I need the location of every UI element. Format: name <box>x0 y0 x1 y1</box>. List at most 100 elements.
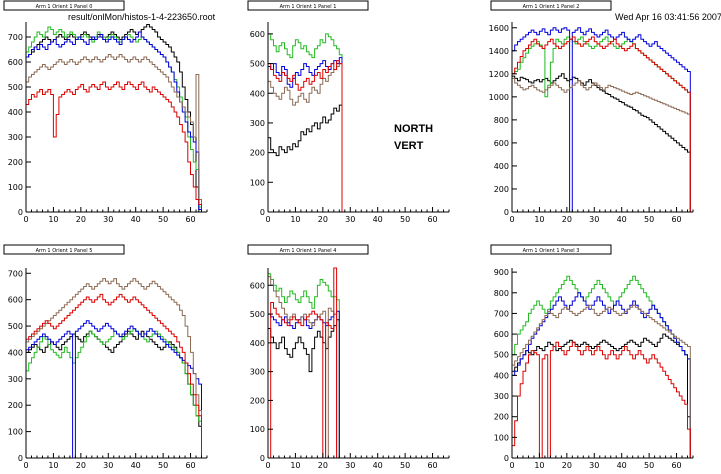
y-tick-label: 700 <box>8 269 23 278</box>
series-black-line <box>25 330 205 459</box>
y-tick-label: 400 <box>250 339 265 348</box>
series-green-line <box>511 36 693 213</box>
y-tick-label: 200 <box>494 413 509 422</box>
x-tick-label: 20 <box>562 461 572 469</box>
series-red-line <box>25 81 202 212</box>
x-tick-label: 50 <box>400 461 410 469</box>
x-tick-label: 60 <box>671 215 681 224</box>
x-tick-label: 30 <box>589 461 599 469</box>
panel-5: Arm 1 Orient 1 Panel 3010020030040050060… <box>490 244 694 470</box>
x-tick-label: 50 <box>158 215 168 224</box>
series-brown-line <box>25 278 205 459</box>
series-green-line <box>25 328 205 459</box>
series-black-line <box>511 73 693 213</box>
x-tick-label: 0 <box>509 461 514 469</box>
x-tick-label: 40 <box>617 215 627 224</box>
y-tick-label: 900 <box>494 268 509 277</box>
x-tick-label: 0 <box>23 215 28 224</box>
panel-title: Arm 1 Orient 1 Panel 5 <box>36 248 93 254</box>
north-label: NORTH <box>394 123 434 135</box>
series-green-line <box>267 33 345 213</box>
series-red-line <box>268 267 342 459</box>
series-brown-line <box>25 54 202 212</box>
x-tick-label: 50 <box>158 461 168 469</box>
y-tick-label: 400 <box>8 348 23 357</box>
panel-title: Arm 1 Orient 1 Panel 4 <box>280 248 337 254</box>
y-tick-label: 600 <box>8 58 23 67</box>
x-tick-label: 60 <box>185 461 195 469</box>
y-tick-label: 300 <box>250 368 265 377</box>
panel-1: Arm 1 Orient 1 Panel 1010020030040050060… <box>247 0 450 224</box>
y-tick-label: 1000 <box>489 93 509 102</box>
y-tick-label: 200 <box>8 158 23 167</box>
y-tick-label: 0 <box>18 208 23 217</box>
panel-title: Arm 1 Orient 1 Panel 3 <box>523 248 580 254</box>
y-tick-label: 100 <box>494 433 509 442</box>
y-tick-label: 600 <box>250 30 265 39</box>
series-blue-line <box>25 31 202 212</box>
y-tick-label: 600 <box>250 281 265 290</box>
x-tick-label: 60 <box>427 215 437 224</box>
series-blue-line <box>511 292 691 458</box>
x-tick-label: 30 <box>589 215 599 224</box>
x-tick-label: 10 <box>48 215 58 224</box>
y-tick-label: 100 <box>8 428 23 437</box>
series-brown-line <box>267 276 342 459</box>
vert-label: VERT <box>394 140 424 152</box>
series-black-line <box>267 104 345 213</box>
x-tick-label: 60 <box>185 215 195 224</box>
y-tick-label: 400 <box>494 162 509 171</box>
series-black-line <box>267 319 342 459</box>
x-tick-label: 10 <box>534 215 544 224</box>
x-tick-label: 20 <box>76 461 86 469</box>
y-tick-label: 800 <box>494 116 509 125</box>
y-tick-label: 800 <box>494 289 509 298</box>
x-tick-label: 30 <box>103 215 113 224</box>
y-tick-label: 600 <box>494 139 509 148</box>
y-tick-label: 200 <box>494 185 509 194</box>
x-tick-label: 50 <box>400 215 410 224</box>
series-green-line <box>267 273 342 459</box>
y-tick-label: 600 <box>8 296 23 305</box>
series-brown-line <box>511 77 693 213</box>
x-tick-label: 40 <box>131 215 141 224</box>
panel-title: Arm 1 Orient 1 Panel 0 <box>36 4 93 10</box>
x-tick-label: 40 <box>617 461 627 469</box>
y-tick-label: 700 <box>494 309 509 318</box>
x-tick-label: 10 <box>48 461 58 469</box>
x-tick-label: 10 <box>534 461 544 469</box>
y-tick-label: 1400 <box>489 47 509 56</box>
x-tick-label: 0 <box>23 461 28 469</box>
y-tick-label: 500 <box>250 60 265 69</box>
x-tick-label: 40 <box>131 461 141 469</box>
panel-2: Arm 1 Orient 1 Panel 2 0 200 400 600 800 1000 1… <box>489 0 694 224</box>
series-red-line <box>511 36 693 213</box>
panel-title-box <box>247 0 369 11</box>
series-blue-line <box>25 320 205 459</box>
y-tick-label: 1600 <box>489 24 509 33</box>
panel-title: Arm 1 Orient 1 Panel 2 <box>523 4 580 10</box>
x-tick-label: 30 <box>345 215 355 224</box>
x-tick-label: 0 <box>265 461 270 469</box>
y-tick-label: 400 <box>250 89 265 98</box>
series-red-line <box>267 60 345 213</box>
x-tick-label: 40 <box>373 215 383 224</box>
y-tick-label: 200 <box>250 396 265 405</box>
y-tick-label: 0 <box>504 454 509 463</box>
y-tick-label: 500 <box>494 351 509 360</box>
x-tick-label: 30 <box>345 461 355 469</box>
y-tick-label: 600 <box>494 330 509 339</box>
x-tick-label: 50 <box>644 461 654 469</box>
panel-title-box <box>3 0 125 11</box>
y-tick-label: 300 <box>8 375 23 384</box>
x-tick-label: 60 <box>427 461 437 469</box>
y-tick-label: 200 <box>250 149 265 158</box>
y-tick-label: 700 <box>8 33 23 42</box>
x-tick-label: 20 <box>318 461 328 469</box>
y-tick-label: 300 <box>494 392 509 401</box>
x-tick-label: 50 <box>644 215 654 224</box>
panel-title-box <box>3 244 125 255</box>
x-tick-label: 0 <box>509 215 514 224</box>
date-label: Wed Apr 16 03:41:56 2007 <box>615 12 721 22</box>
